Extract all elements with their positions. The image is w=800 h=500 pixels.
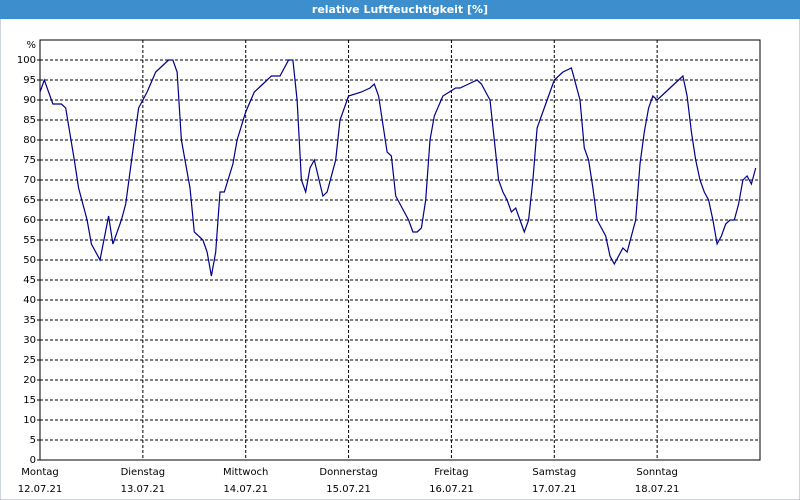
x-tick-label: Dienstag — [121, 467, 166, 478]
y-tick-label: 50 — [23, 255, 36, 266]
y-tick-label: 0 — [30, 455, 36, 466]
x-tick-label: Mittwoch — [223, 467, 268, 478]
title-bar — [0, 0, 800, 19]
y-tick-label: 40 — [23, 295, 36, 306]
y-tick-label: 85 — [23, 115, 36, 126]
y-tick-label: 60 — [23, 215, 36, 226]
x-tick-date: 17.07.21 — [532, 484, 577, 495]
y-tick-label: 100 — [17, 55, 36, 66]
y-tick-label: 35 — [23, 315, 36, 326]
y-tick-label: 90 — [23, 95, 36, 106]
x-tick-label: Samstag — [532, 467, 576, 478]
y-tick-label: 65 — [23, 195, 36, 206]
x-tick-label: Montag — [21, 467, 58, 478]
x-tick-date: 14.07.21 — [223, 484, 268, 495]
y-tick-label: 55 — [23, 235, 36, 246]
y-tick-label: 30 — [23, 335, 36, 346]
y-tick-label: 95 — [23, 75, 36, 86]
y-axis-label: % — [26, 40, 36, 51]
x-tick-label: Sonntag — [636, 467, 678, 478]
x-tick-date: 18.07.21 — [635, 484, 680, 495]
plot-frame — [39, 39, 761, 461]
x-tick-label: Donnerstag — [319, 467, 377, 478]
y-tick-label: 70 — [23, 175, 36, 186]
y-tick-label: 10 — [23, 415, 36, 426]
chart-title: relative Luftfeuchtigkeit [%] — [312, 3, 488, 16]
data-line — [39, 59, 757, 277]
y-tick-label: 5 — [30, 435, 36, 446]
y-tick-label: 45 — [23, 275, 36, 286]
x-tick-date: 13.07.21 — [121, 484, 166, 495]
x-tick-label: Freitag — [434, 467, 468, 478]
y-tick-label: 20 — [23, 375, 36, 386]
x-tick-date: 12.07.21 — [18, 484, 63, 495]
y-tick-label: 80 — [23, 135, 36, 146]
x-tick-date: 15.07.21 — [326, 484, 371, 495]
x-tick-date: 16.07.21 — [429, 484, 474, 495]
y-tick-label: 25 — [23, 355, 36, 366]
y-tick-label: 15 — [23, 395, 36, 406]
y-tick-label: 75 — [23, 155, 36, 166]
